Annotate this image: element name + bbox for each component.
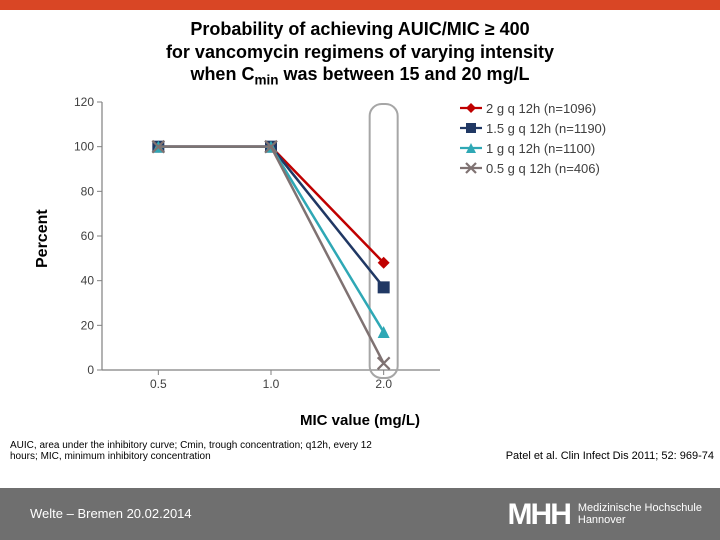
- title-line-3: when Cmin was between 15 and 20 mg/L: [0, 63, 720, 89]
- logo-mark: MHH: [508, 498, 570, 532]
- x-axis-label: MIC value (mg/L): [0, 412, 720, 429]
- legend-label: 2 g q 12h (n=1096): [482, 101, 596, 116]
- legend-item: 2 g q 12h (n=1096): [460, 98, 606, 118]
- legend: 2 g q 12h (n=1096) 1.5 g q 12h (n=1190) 1 …: [460, 98, 606, 178]
- logo-text: Medizinische Hochschule Hannover: [578, 503, 702, 526]
- top-accent-bar: [0, 0, 720, 10]
- title-line-1: Probability of achieving AUIC/MIC ≥ 400: [0, 18, 720, 41]
- svg-text:0.5: 0.5: [150, 377, 167, 391]
- svg-text:60: 60: [81, 229, 95, 243]
- svg-text:2.0: 2.0: [375, 377, 392, 391]
- svg-text:120: 120: [74, 96, 94, 109]
- svg-text:0: 0: [87, 363, 94, 377]
- svg-text:100: 100: [74, 140, 94, 154]
- legend-swatch: [460, 160, 482, 176]
- legend-item: 0.5 g q 12h (n=406): [460, 158, 606, 178]
- footer-text: Welte – Bremen 20.02.2014: [30, 506, 192, 521]
- chart: 0 20 40 60 80 100 120 0.5 1.0 2.0: [58, 96, 448, 396]
- legend-item: 1 g q 12h (n=1100): [460, 138, 606, 158]
- svg-text:40: 40: [81, 274, 95, 288]
- chart-svg: 0 20 40 60 80 100 120 0.5 1.0 2.0: [58, 96, 448, 396]
- legend-label: 0.5 g q 12h (n=406): [482, 161, 600, 176]
- title-line-2: for vancomycin regimens of varying inten…: [0, 41, 720, 64]
- footnote: AUIC, area under the inhibitory curve; C…: [10, 440, 390, 462]
- legend-label: 1 g q 12h (n=1100): [482, 141, 595, 156]
- svg-text:80: 80: [81, 184, 95, 198]
- svg-text:20: 20: [81, 318, 95, 332]
- footer-bar: Welte – Bremen 20.02.2014 MHH Medizinisc…: [0, 488, 720, 540]
- legend-swatch: [460, 120, 482, 136]
- legend-swatch: [460, 100, 482, 116]
- legend-label: 1.5 g q 12h (n=1190): [482, 121, 606, 136]
- citation: Patel et al. Clin Infect Dis 2011; 52: 9…: [506, 450, 714, 462]
- logo-text-line-2: Hannover: [578, 515, 702, 527]
- svg-text:1.0: 1.0: [263, 377, 280, 391]
- legend-swatch: [460, 140, 482, 156]
- legend-item: 1.5 g q 12h (n=1190): [460, 118, 606, 138]
- y-axis-label: Percent: [34, 209, 52, 268]
- slide-title: Probability of achieving AUIC/MIC ≥ 400 …: [0, 18, 720, 89]
- slide: Probability of achieving AUIC/MIC ≥ 400 …: [0, 0, 720, 540]
- logo: MHH Medizinische Hochschule Hannover: [508, 498, 702, 532]
